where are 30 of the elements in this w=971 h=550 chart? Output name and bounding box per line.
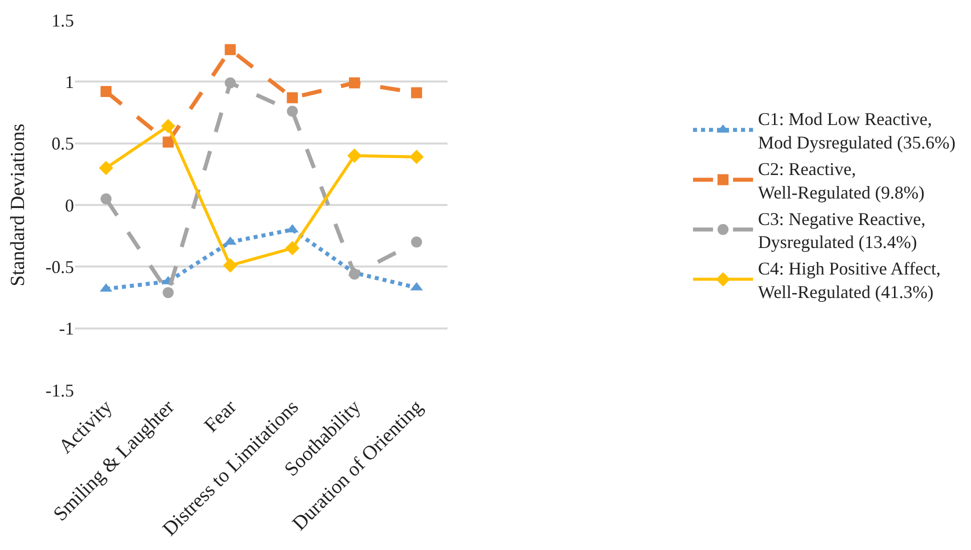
- y-tick-label: 1: [65, 72, 74, 92]
- legend-label: C4: High Positive Affect, Well-Regulated (41.3%): [758, 258, 941, 302]
- legend-label: C1: Mod Low Reactive, Mod Dysregulated (35.6%): [758, 109, 956, 153]
- y-tick-label: 0: [65, 195, 74, 216]
- point: [161, 118, 176, 134]
- point: [348, 77, 360, 88]
- y-axis-title: Standard Deviations: [7, 123, 29, 286]
- point: [411, 236, 422, 248]
- point: [285, 241, 300, 256]
- point: [162, 287, 174, 298]
- point: [100, 86, 112, 98]
- y-tick-label: -1: [59, 318, 74, 339]
- point: [409, 150, 424, 164]
- point: [286, 92, 298, 104]
- y-tick-label: -1.5: [46, 380, 74, 400]
- point: [224, 44, 236, 56]
- legend-label: C2: Reactive, Well-Regulated (9.8%): [758, 159, 925, 202]
- point: [98, 160, 114, 176]
- point: [224, 77, 236, 88]
- point: [100, 193, 112, 204]
- y-tick-label: 0.5: [52, 134, 74, 154]
- point: [347, 148, 362, 163]
- point: [348, 268, 360, 280]
- point: [286, 106, 298, 117]
- legend-label: C3: Negative Reactive, Dysregulated (13.4%): [758, 208, 926, 252]
- y-tick-label: 1.5: [52, 10, 74, 30]
- point: [411, 87, 422, 98]
- y-tick-label: -0.5: [46, 256, 74, 277]
- point: [223, 258, 238, 273]
- point: [162, 136, 174, 148]
